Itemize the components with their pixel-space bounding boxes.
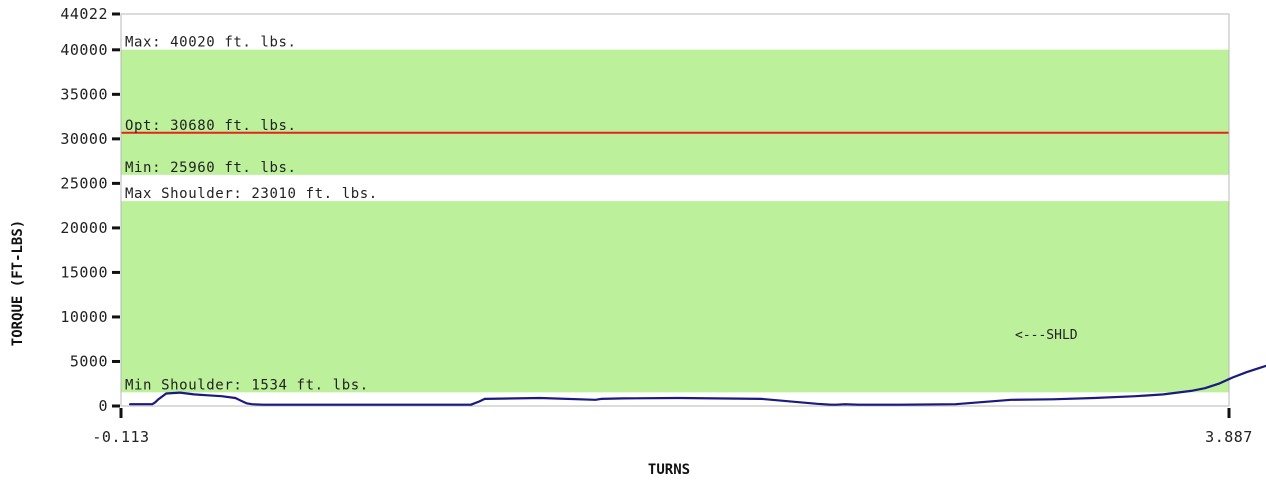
torque-band-1 — [121, 201, 1229, 393]
x-axis-title: TURNS — [648, 462, 690, 478]
threshold-label-2: Opt: 30680 ft. lbs. — [125, 118, 297, 134]
y-tick-label: 10000 — [60, 308, 108, 326]
plot-border — [120, 13, 1230, 407]
y-tick-label: 20000 — [60, 219, 108, 237]
y-tick-label: 35000 — [60, 85, 108, 103]
x-axis: -0.113 3.887 — [92, 408, 1252, 446]
torque-series-line-1 — [129, 364, 1266, 406]
annotations-layer: <---SHLD — [1015, 328, 1078, 343]
y-tick-label: 5000 — [70, 352, 108, 370]
x-tick-label: -0.113 — [92, 428, 149, 446]
y-axis: 0 5000 10000 15000 20000 25000 30000 35000 40000… — [60, 5, 120, 415]
threshold-label-3: Min: 25960 ft. lbs. — [125, 160, 297, 176]
bands-layer — [121, 49, 1229, 393]
shoulder-annotation: <---SHLD — [1015, 328, 1078, 343]
threshold-label-5: Min Shoulder: 1534 ft. lbs. — [125, 377, 369, 393]
threshold-label-1: Max: 40020 ft. lbs. — [125, 35, 297, 51]
y-tick-label: 44022 — [60, 5, 108, 23]
x-tick-label: 3.887 — [1205, 428, 1253, 446]
threshold-label-4: Max Shoulder: 23010 ft. lbs. — [125, 186, 378, 202]
series-layer — [129, 364, 1266, 406]
y-axis-title: TORQUE (FT-LBS) — [10, 220, 26, 346]
y-tick-label: 15000 — [60, 263, 108, 281]
threshold-labels-layer: Max: 40020 ft. lbs. Opt: 30680 ft. lbs. Mi… — [125, 35, 378, 394]
y-tick-label: 30000 — [60, 130, 108, 148]
torque-band-2 — [121, 49, 1229, 175]
y-tick-label: 40000 — [60, 41, 108, 59]
plot-frame — [120, 13, 1230, 407]
y-tick-label: 0 — [98, 397, 108, 415]
y-tick-label: 25000 — [60, 174, 108, 192]
